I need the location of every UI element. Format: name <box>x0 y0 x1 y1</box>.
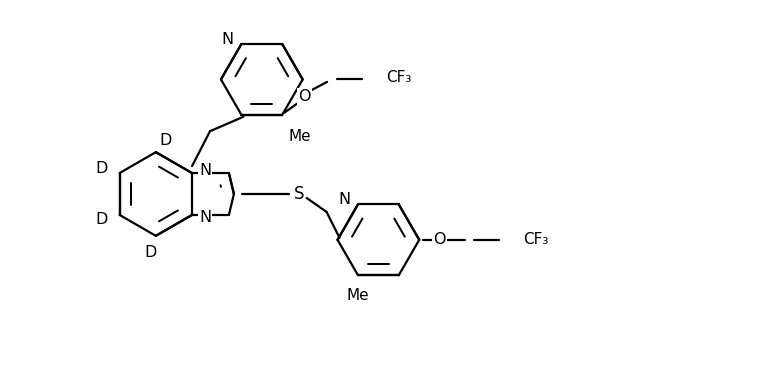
Text: CF₃: CF₃ <box>386 70 411 86</box>
Text: D: D <box>159 133 172 148</box>
Text: Me: Me <box>289 129 311 144</box>
Text: N: N <box>199 163 211 178</box>
Text: S: S <box>294 185 304 203</box>
Text: O: O <box>433 232 446 247</box>
Text: D: D <box>95 160 108 176</box>
Text: O: O <box>298 89 311 104</box>
Text: N: N <box>199 210 211 225</box>
Text: CF₃: CF₃ <box>523 232 549 247</box>
Text: D: D <box>145 245 157 260</box>
Text: Me: Me <box>346 288 369 303</box>
Text: N: N <box>221 32 233 47</box>
Text: D: D <box>95 212 108 227</box>
Text: N: N <box>338 192 350 207</box>
